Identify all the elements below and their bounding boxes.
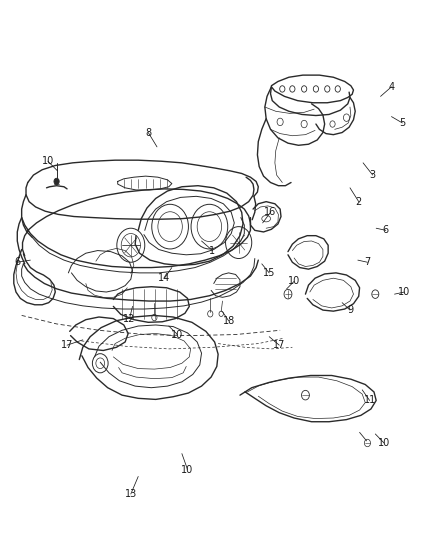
Text: 3: 3: [370, 170, 376, 180]
Text: 6: 6: [383, 225, 389, 236]
Text: 2: 2: [356, 197, 362, 207]
Text: 17: 17: [61, 340, 73, 350]
Text: 1: 1: [209, 246, 215, 255]
Text: 4: 4: [389, 82, 395, 92]
Text: 8: 8: [145, 127, 152, 138]
Text: 10: 10: [171, 329, 184, 340]
Text: 11: 11: [364, 395, 376, 406]
Text: 7: 7: [364, 257, 371, 267]
Text: 10: 10: [378, 438, 390, 448]
Text: 5: 5: [399, 118, 406, 128]
Text: 12: 12: [124, 313, 136, 324]
Text: 10: 10: [399, 287, 411, 297]
Text: 10: 10: [288, 277, 300, 286]
Text: 10: 10: [181, 465, 194, 474]
Text: 15: 15: [263, 268, 276, 278]
Text: 16: 16: [265, 207, 277, 217]
Text: 14: 14: [158, 273, 170, 283]
Circle shape: [54, 178, 59, 184]
Text: 18: 18: [223, 316, 235, 326]
Text: 13: 13: [125, 489, 137, 499]
Text: 10: 10: [42, 156, 54, 166]
Text: 9: 9: [347, 305, 353, 315]
Text: 6: 6: [14, 257, 20, 267]
Text: 17: 17: [273, 340, 286, 350]
